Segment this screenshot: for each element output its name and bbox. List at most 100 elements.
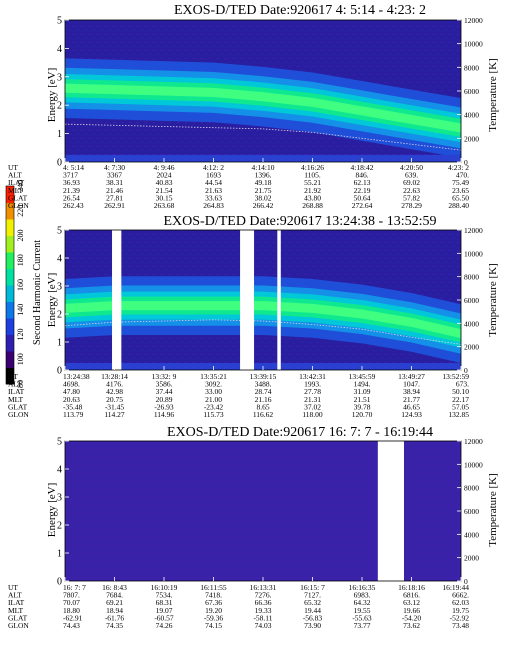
table-cell: 3586. — [156, 380, 173, 389]
table-cell: 73.48 — [452, 621, 469, 630]
table-cell: 13:24:38 — [63, 372, 90, 381]
table-cell: 16:19:44 — [442, 583, 469, 592]
right-tick-label: 8000 — [464, 273, 479, 282]
left-tick-label: 4 — [57, 254, 62, 265]
table-cell: 4: 5:14 — [63, 163, 84, 172]
table-cell: 1494. — [354, 380, 371, 389]
panel-3-ylabel-left: Energy [eV] — [46, 483, 58, 537]
colorbar-label: Second Harmonic Current — [32, 240, 43, 345]
table-cell: 57.82 — [403, 193, 420, 202]
table-cell: 4:12: 2 — [203, 163, 224, 172]
left-tick-label: 3 — [57, 72, 62, 83]
table-row-label: GLON — [8, 410, 29, 419]
colorbar-tick-label: 80 — [16, 380, 25, 388]
table-cell: 22.17 — [452, 395, 469, 404]
table-cell: 55.21 — [304, 178, 321, 187]
table-cell: 1993. — [304, 380, 321, 389]
table-row-label: MLT — [8, 186, 24, 195]
colorbar-swatch — [6, 351, 14, 368]
left-tick-label: 2 — [57, 521, 62, 532]
table-cell: 65.50 — [452, 193, 469, 202]
table-cell: 38.94 — [403, 387, 420, 396]
energy-band-layer — [65, 301, 461, 339]
table-cell: -61.76 — [105, 613, 125, 622]
table-cell: 7684. — [106, 591, 123, 600]
table-cell: -60.57 — [154, 613, 174, 622]
table-cell: 74.15 — [205, 621, 222, 630]
table-cell: 20.89 — [156, 395, 173, 404]
table-cell: 21.00 — [205, 395, 222, 404]
table-cell: 6816. — [403, 591, 420, 600]
table-cell: 16:16:35 — [349, 583, 376, 592]
table-cell: 62.13 — [354, 178, 371, 187]
colorbar-tick-label: 180 — [16, 254, 25, 266]
panel-3: EXOS-D/TED Date:920617 16: 7: 7 - 16:19:… — [8, 425, 499, 630]
right-tick-label: 6000 — [464, 507, 479, 516]
panel-1-ylabel-left: Energy [eV] — [46, 68, 58, 122]
data-gap — [240, 230, 255, 370]
table-cell: 21.54 — [156, 186, 173, 195]
table-cell: 4:20:50 — [400, 163, 423, 172]
left-tick-label: 0 — [57, 366, 62, 377]
left-tick-label: 3 — [57, 493, 62, 504]
table-row-label: ILAT — [8, 598, 25, 607]
table-cell: 65.32 — [304, 598, 321, 607]
table-row-label: ALT — [8, 171, 22, 180]
table-row-label: ALT — [8, 380, 22, 389]
table-cell: 272.64 — [352, 201, 373, 210]
right-tick-label: 12000 — [464, 16, 483, 25]
temperature-line — [65, 319, 461, 345]
table-cell: 37.02 — [304, 402, 321, 411]
left-tick-label: 3 — [57, 282, 62, 293]
table-cell: 6983. — [354, 591, 371, 600]
colorbar-tick-label: 100 — [16, 353, 25, 365]
table-cell: 70.07 — [63, 598, 80, 607]
right-tick-label: 10000 — [464, 460, 483, 469]
table-row-label: GLON — [8, 621, 29, 630]
table-cell: 4: 9:46 — [153, 163, 174, 172]
table-cell: -56.83 — [303, 613, 323, 622]
table-cell: 19.44 — [304, 606, 321, 615]
table-cell: 74.35 — [106, 621, 123, 630]
table-cell: 21.77 — [403, 395, 420, 404]
data-gap — [377, 441, 404, 581]
right-tick-label: 6000 — [464, 296, 479, 305]
colorbar-tick-label: 200 — [16, 230, 25, 242]
left-tick-label: 1 — [57, 549, 62, 560]
table-cell: 73.90 — [304, 621, 321, 630]
table-cell: 44.54 — [205, 178, 222, 187]
temperature-line — [65, 123, 461, 151]
table-cell: 33.63 — [205, 193, 222, 202]
table-cell: 20.63 — [63, 395, 80, 404]
table-row-label: GLAT — [8, 193, 28, 202]
table-cell: 73.77 — [354, 621, 371, 630]
table-cell: 16: 8:43 — [102, 583, 127, 592]
table-cell: 3092. — [205, 380, 222, 389]
table-cell: 22.19 — [354, 186, 371, 195]
table-cell: 22.63 — [403, 186, 420, 195]
table-cell: 47.80 — [63, 387, 80, 396]
table-cell: 263.68 — [154, 201, 175, 210]
table-cell: 74.03 — [255, 621, 272, 630]
table-cell: 19.33 — [255, 606, 272, 615]
colorbar-swatch — [6, 202, 14, 220]
right-tick-label: 2000 — [464, 134, 479, 143]
table-cell: 4698. — [63, 380, 80, 389]
table-cell: 38.31 — [106, 178, 123, 187]
left-tick-label: 5 — [57, 226, 62, 237]
table-cell: 3488. — [255, 380, 272, 389]
table-cell: 116.62 — [253, 410, 274, 419]
table-cell: 19.07 — [156, 606, 173, 615]
table-cell: 3717 — [63, 171, 78, 180]
panel-1-ylabel-right: Temperature [K] — [487, 58, 499, 131]
table-cell: -54.20 — [402, 613, 422, 622]
table-cell: 470. — [456, 171, 469, 180]
colorbar-swatch — [6, 318, 14, 335]
table-cell: 1693 — [206, 171, 221, 180]
table-cell: 74.26 — [156, 621, 173, 630]
right-tick-label: 6000 — [464, 87, 479, 96]
table-cell: 31.09 — [354, 387, 371, 396]
table-cell: 50.10 — [452, 387, 469, 396]
colorbar-swatch — [6, 268, 14, 286]
table-cell: 13:52:59 — [442, 372, 469, 381]
